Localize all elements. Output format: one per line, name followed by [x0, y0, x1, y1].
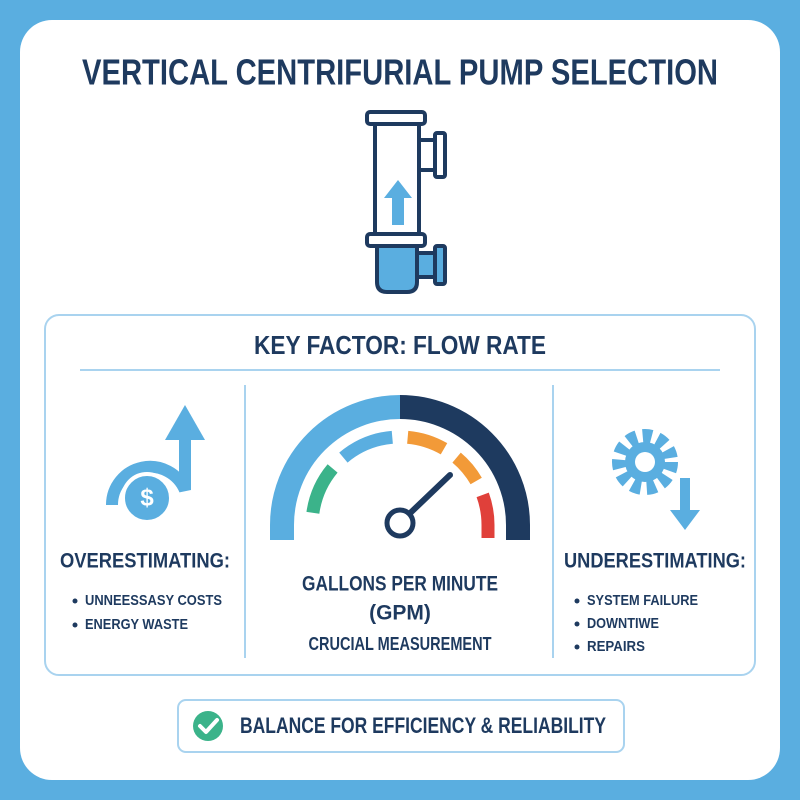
pump-icon [365, 110, 447, 294]
list-item: ENERGY WASTE [85, 616, 188, 633]
right-list: SYSTEM FAILURE DOWNTIWE REPAIRS [574, 592, 698, 655]
list-item: DOWNTIWE [587, 615, 659, 632]
svg-text:$: $ [140, 484, 154, 511]
center-line: (GPM) [369, 602, 431, 625]
panel-title: KEY FACTOR: FLOW RATE [254, 330, 546, 360]
list-item: UNNEESSASY COSTS [85, 592, 222, 609]
footer-text: BALANCE FOR EFFICIENCY & RELIABILITY [240, 713, 606, 738]
cost-icon: $ [105, 405, 205, 524]
left-heading: OVERESTIMATING: [60, 550, 230, 573]
center-line: GALLONS PER MINUTE [302, 573, 498, 596]
list-item: REPAIRS [587, 638, 645, 655]
check-mark [198, 718, 219, 734]
list-item: SYSTEM FAILURE [587, 592, 698, 609]
left-list: UNNEESSASY COSTS ENERGY WASTE [72, 592, 222, 633]
panel [44, 314, 756, 676]
gauge [270, 395, 530, 540]
check-icon [193, 711, 223, 741]
right-heading: UNDERESTIMATING: [564, 550, 746, 573]
footer-box [177, 699, 625, 753]
failure-icon [612, 429, 700, 530]
title: VERTICAL CENTRIFURIAL PUMP SELECTION [82, 52, 718, 93]
center-line: CRUCIAL MEASUREMENT [309, 634, 492, 654]
